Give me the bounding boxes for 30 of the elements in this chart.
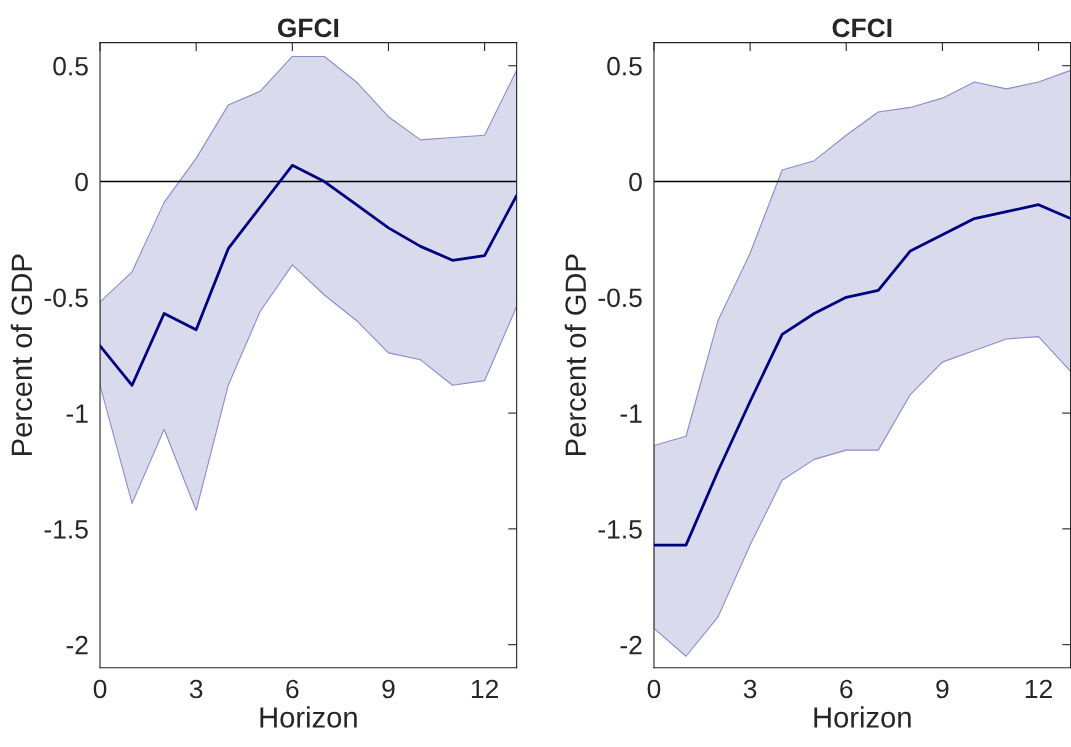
x-tick-label: 12 bbox=[471, 679, 498, 699]
y-tick-label: -2 bbox=[66, 635, 88, 655]
y-tick-label: -2 bbox=[620, 635, 642, 655]
x-axis-title: Horizon bbox=[260, 706, 357, 728]
y-axis-title: Percent of GDP bbox=[564, 254, 587, 455]
y-tick-label: -1 bbox=[66, 404, 88, 423]
x-tick-label: 12 bbox=[1025, 679, 1052, 699]
y-axis-title: Percent of GDP bbox=[10, 254, 33, 455]
chart-title: CFCI bbox=[832, 18, 892, 38]
y-tick-label: -1 bbox=[620, 404, 642, 423]
y-tick-label: 0 bbox=[75, 172, 88, 192]
y-tick-label: 0.5 bbox=[607, 56, 642, 76]
y-tick-label: -1.5 bbox=[598, 520, 642, 539]
y-tick-label: -0.5 bbox=[44, 288, 88, 308]
y-tick-label: -0.5 bbox=[598, 288, 642, 308]
line-series bbox=[100, 163, 517, 387]
chart-title: GFCI bbox=[277, 18, 339, 38]
x-axis-title: Horizon bbox=[814, 706, 911, 728]
y-tick-label: 0.5 bbox=[53, 56, 88, 76]
x-tick-label: 0 bbox=[647, 679, 661, 699]
x-tick-label: 3 bbox=[189, 679, 203, 699]
x-tick-label: 0 bbox=[93, 679, 107, 699]
x-tick-label: 9 bbox=[382, 679, 395, 699]
y-tick-label: 0 bbox=[629, 172, 642, 192]
x-tick-label: 9 bbox=[936, 679, 949, 699]
x-tick-label: 6 bbox=[840, 679, 853, 699]
x-tick-label: 6 bbox=[286, 679, 299, 699]
x-tick-label: 3 bbox=[743, 679, 757, 699]
y-tick-label: -1.5 bbox=[44, 520, 88, 539]
line-series bbox=[653, 203, 1071, 547]
